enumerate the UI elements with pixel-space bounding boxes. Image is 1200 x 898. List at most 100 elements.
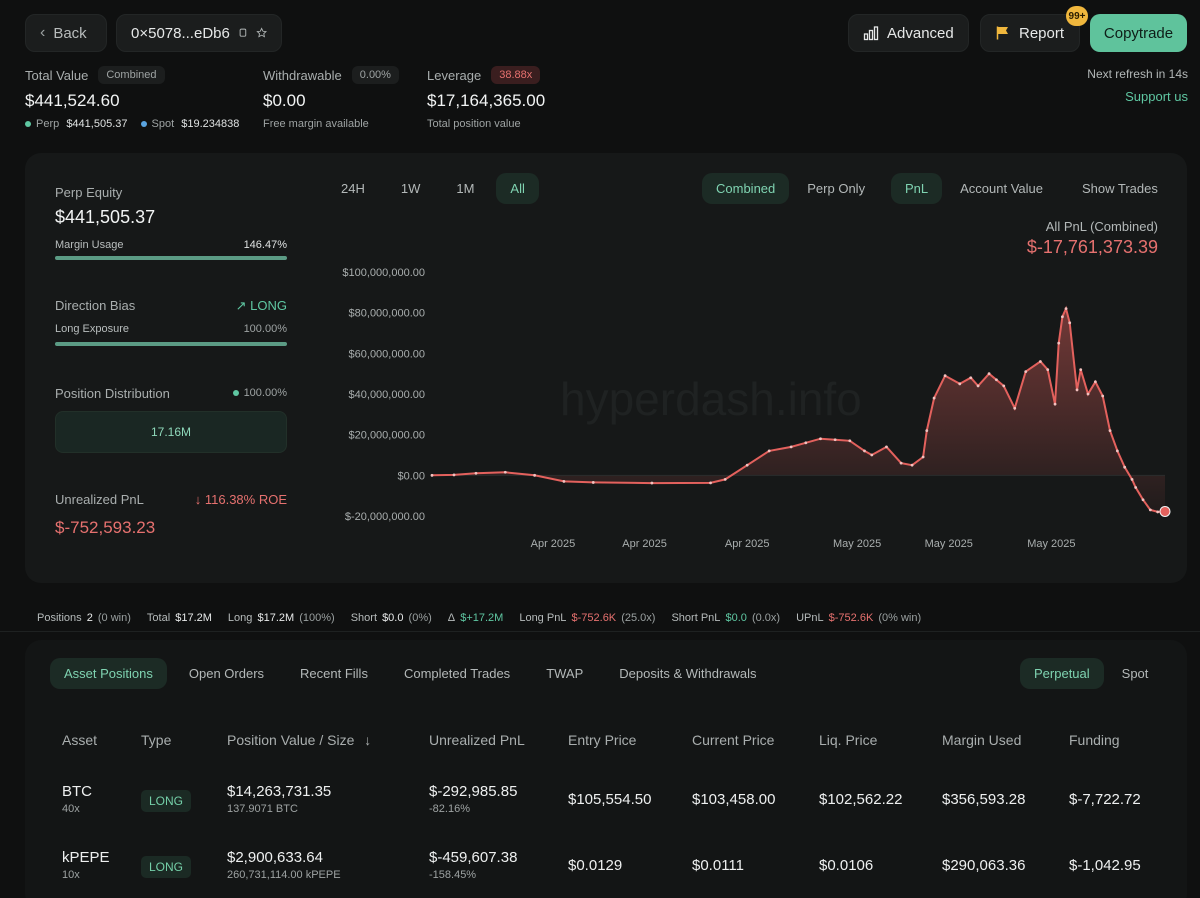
- leverage-label: Leverage: [427, 67, 482, 83]
- col-entry-price[interactable]: Entry Price: [568, 732, 637, 748]
- row-current-price: $0.0111: [692, 857, 744, 874]
- y-tick-label: $-20,000,000.00: [345, 511, 425, 523]
- tab-perpetual[interactable]: Perpetual: [1020, 658, 1104, 689]
- report-button[interactable]: Report: [980, 14, 1080, 52]
- pnl-point: [848, 439, 852, 443]
- pnl-point: [1123, 465, 1127, 469]
- perp-equity-label: Perp Equity: [55, 185, 123, 200]
- perp-equity-value: $441,505.37: [55, 207, 156, 227]
- positions-panel: [25, 640, 1187, 898]
- long-sub: (100%): [299, 611, 335, 624]
- mode-tabs: Combined Perp Only: [702, 173, 879, 204]
- row-type-badge: LONG: [141, 856, 192, 878]
- pnl-point: [562, 480, 566, 483]
- tab-1w[interactable]: 1W: [400, 181, 421, 196]
- pnl-point: [870, 453, 874, 457]
- row-entry-price: $0.0129: [568, 857, 623, 874]
- unrealized-pnl-label: Unrealized PnL: [55, 492, 144, 507]
- col-current-price[interactable]: Current Price: [692, 732, 775, 748]
- back-label: Back: [53, 24, 87, 42]
- copy-icon[interactable]: [238, 26, 248, 40]
- tab-twap[interactable]: TWAP: [546, 666, 584, 681]
- perp-dot-icon: [25, 121, 31, 128]
- y-tick-label: $20,000,000.00: [349, 430, 425, 442]
- leverage-value: $17,164,365.00: [427, 91, 546, 110]
- support-link[interactable]: Support us: [1125, 89, 1188, 104]
- tab-account-value[interactable]: Account Value: [960, 181, 1044, 196]
- tab-pnl[interactable]: PnL: [891, 173, 943, 204]
- direction-bias-label: Direction Bias: [55, 298, 136, 313]
- row-upnl-pct: -82.16%: [429, 803, 470, 815]
- pnl-chart[interactable]: hyperdash.info $100,000,000.00 $80,000,00…: [330, 255, 1175, 555]
- show-trades-button[interactable]: Show Trades: [1082, 181, 1158, 196]
- stats-strip: Positions 2 (0 win) Total $17.2M Long $1…: [0, 604, 1200, 632]
- wallet-address: 0×5078...eDb6: [131, 24, 230, 42]
- row-upnl-pct: -158.45%: [429, 869, 477, 881]
- col-margin-used[interactable]: Margin Used: [942, 732, 1022, 748]
- col-position-value-label: Position Value / Size: [227, 732, 355, 748]
- perp-spot-breakdown: Perp $441,505.37 Spot $19.234838: [25, 118, 239, 130]
- tab-spot[interactable]: Spot: [1121, 666, 1149, 681]
- tab-open-orders[interactable]: Open Orders: [188, 666, 265, 681]
- row-type-badge: LONG: [141, 790, 192, 812]
- delta-value: $+17.2M: [460, 611, 504, 624]
- tab-asset-positions[interactable]: Asset Positions: [50, 658, 167, 689]
- pnl-point: [1130, 478, 1134, 481]
- row-position-size: 137.9071 BTC: [227, 803, 298, 815]
- star-icon[interactable]: [256, 25, 267, 41]
- pnl-point: [474, 471, 478, 475]
- tab-1m[interactable]: 1M: [456, 181, 475, 196]
- pnl-point: [1079, 368, 1083, 371]
- x-tick-label: Apr 2025: [622, 538, 667, 550]
- long-exposure-label: Long Exposure: [55, 323, 129, 335]
- row-margin-used: $290,063.36: [942, 857, 1026, 874]
- col-unrealized-pnl[interactable]: Unrealized PnL: [429, 732, 525, 748]
- tab-all[interactable]: All: [496, 173, 539, 204]
- upnl-value: $-752.6K: [828, 611, 874, 624]
- spot-value: $19.234838: [181, 118, 240, 130]
- tab-perp-only[interactable]: Perp Only: [807, 181, 866, 196]
- pnl-point: [1141, 498, 1145, 502]
- upnl-label: UPnL: [796, 611, 824, 624]
- pnl-point: [1013, 406, 1017, 410]
- tab-recent-fills[interactable]: Recent Fills: [300, 666, 368, 681]
- refresh-timer: Next refresh in 14s: [1087, 67, 1188, 81]
- pnl-point: [899, 461, 903, 465]
- tab-completed-trades[interactable]: Completed Trades: [403, 666, 511, 681]
- short-label: Short: [350, 611, 377, 624]
- address-chip: 0×5078...eDb6: [116, 14, 282, 52]
- green-dot-icon: [232, 390, 239, 397]
- metric-tabs: PnL Account Value: [891, 173, 1057, 204]
- pnl-point: [1053, 402, 1057, 406]
- col-funding[interactable]: Funding: [1069, 732, 1120, 748]
- pnl-point: [1002, 384, 1006, 388]
- roe: ↓ 116.38% ROE: [170, 492, 287, 507]
- tab-deposits-withdrawals[interactable]: Deposits & Withdrawals: [619, 666, 757, 681]
- positions-label: Positions: [37, 611, 82, 624]
- row-leverage: 10x: [62, 869, 80, 881]
- col-liq-price[interactable]: Liq. Price: [819, 732, 878, 748]
- pnl-point: [789, 445, 793, 449]
- report-label: Report: [1019, 24, 1065, 42]
- back-button[interactable]: ‹ Back: [25, 14, 107, 52]
- x-tick-label: May 2025: [1027, 538, 1075, 550]
- col-type[interactable]: Type: [141, 732, 172, 748]
- chart-subtitle: All PnL (Combined): [1045, 219, 1158, 234]
- col-position-value[interactable]: Position Value / Size ↓: [227, 732, 371, 748]
- copytrade-button[interactable]: Copytrade: [1090, 14, 1187, 52]
- row-upnl: $-292,985.85: [429, 783, 518, 800]
- col-asset[interactable]: Asset: [62, 732, 98, 748]
- tab-combined[interactable]: Combined: [702, 173, 790, 204]
- long-label: Long: [227, 611, 253, 624]
- row-asset: kPEPE: [62, 849, 110, 866]
- pnl-endpoint: [1159, 505, 1171, 517]
- tab-24h[interactable]: 24H: [341, 181, 365, 196]
- withdrawable-header: Withdrawable 0.00%: [263, 66, 399, 84]
- pnl-point: [932, 396, 936, 400]
- pnl-point: [1115, 449, 1119, 453]
- long-exposure-value: 100.00%: [243, 323, 287, 335]
- pnl-point: [969, 376, 973, 380]
- chevron-left-icon: ‹: [40, 24, 46, 41]
- pnl-point: [1064, 307, 1068, 310]
- advanced-button[interactable]: Advanced: [848, 14, 969, 52]
